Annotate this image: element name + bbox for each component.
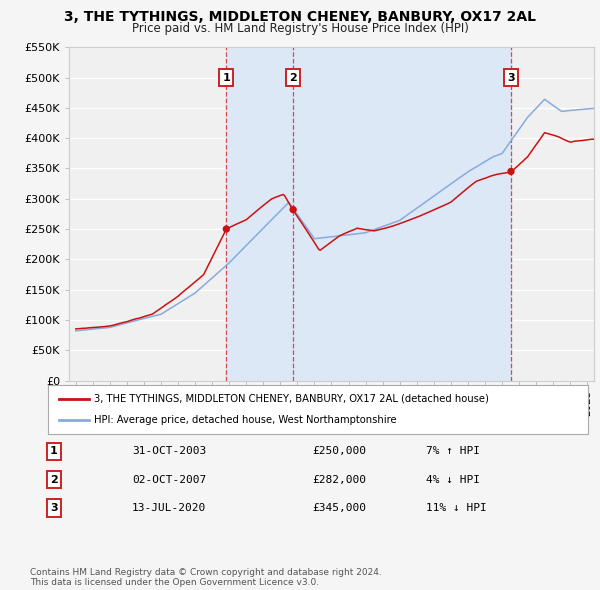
Bar (293, 47, 511, 381)
Text: 11% ↓ HPI: 11% ↓ HPI (426, 503, 487, 513)
Text: HPI: Average price, detached house, West Northamptonshire: HPI: Average price, detached house, West… (94, 415, 397, 425)
Text: £282,000: £282,000 (312, 475, 366, 484)
Text: £250,000: £250,000 (312, 447, 366, 456)
Text: 2: 2 (289, 73, 297, 83)
Text: 1: 1 (50, 447, 58, 456)
Point (221, 224, 231, 234)
Point (289, 205, 298, 214)
Text: 13-JUL-2020: 13-JUL-2020 (132, 503, 206, 513)
Text: £345,000: £345,000 (312, 503, 366, 513)
Text: 3, THE TYTHINGS, MIDDLETON CHENEY, BANBURY, OX17 2AL: 3, THE TYTHINGS, MIDDLETON CHENEY, BANBU… (64, 10, 536, 24)
Text: Price paid vs. HM Land Registry's House Price Index (HPI): Price paid vs. HM Land Registry's House … (131, 22, 469, 35)
Text: 2: 2 (50, 475, 58, 484)
Text: 1: 1 (223, 73, 230, 83)
Text: 31-OCT-2003: 31-OCT-2003 (132, 447, 206, 456)
Bar (226, 47, 293, 381)
Point (506, 167, 516, 176)
Text: 02-OCT-2007: 02-OCT-2007 (132, 475, 206, 484)
Text: 7% ↑ HPI: 7% ↑ HPI (426, 447, 480, 456)
Text: 3: 3 (50, 503, 58, 513)
Text: 4% ↓ HPI: 4% ↓ HPI (426, 475, 480, 484)
Text: 3, THE TYTHINGS, MIDDLETON CHENEY, BANBURY, OX17 2AL (detached house): 3, THE TYTHINGS, MIDDLETON CHENEY, BANBU… (94, 394, 489, 404)
Text: Contains HM Land Registry data © Crown copyright and database right 2024.
This d: Contains HM Land Registry data © Crown c… (30, 568, 382, 587)
Text: 3: 3 (507, 73, 515, 83)
